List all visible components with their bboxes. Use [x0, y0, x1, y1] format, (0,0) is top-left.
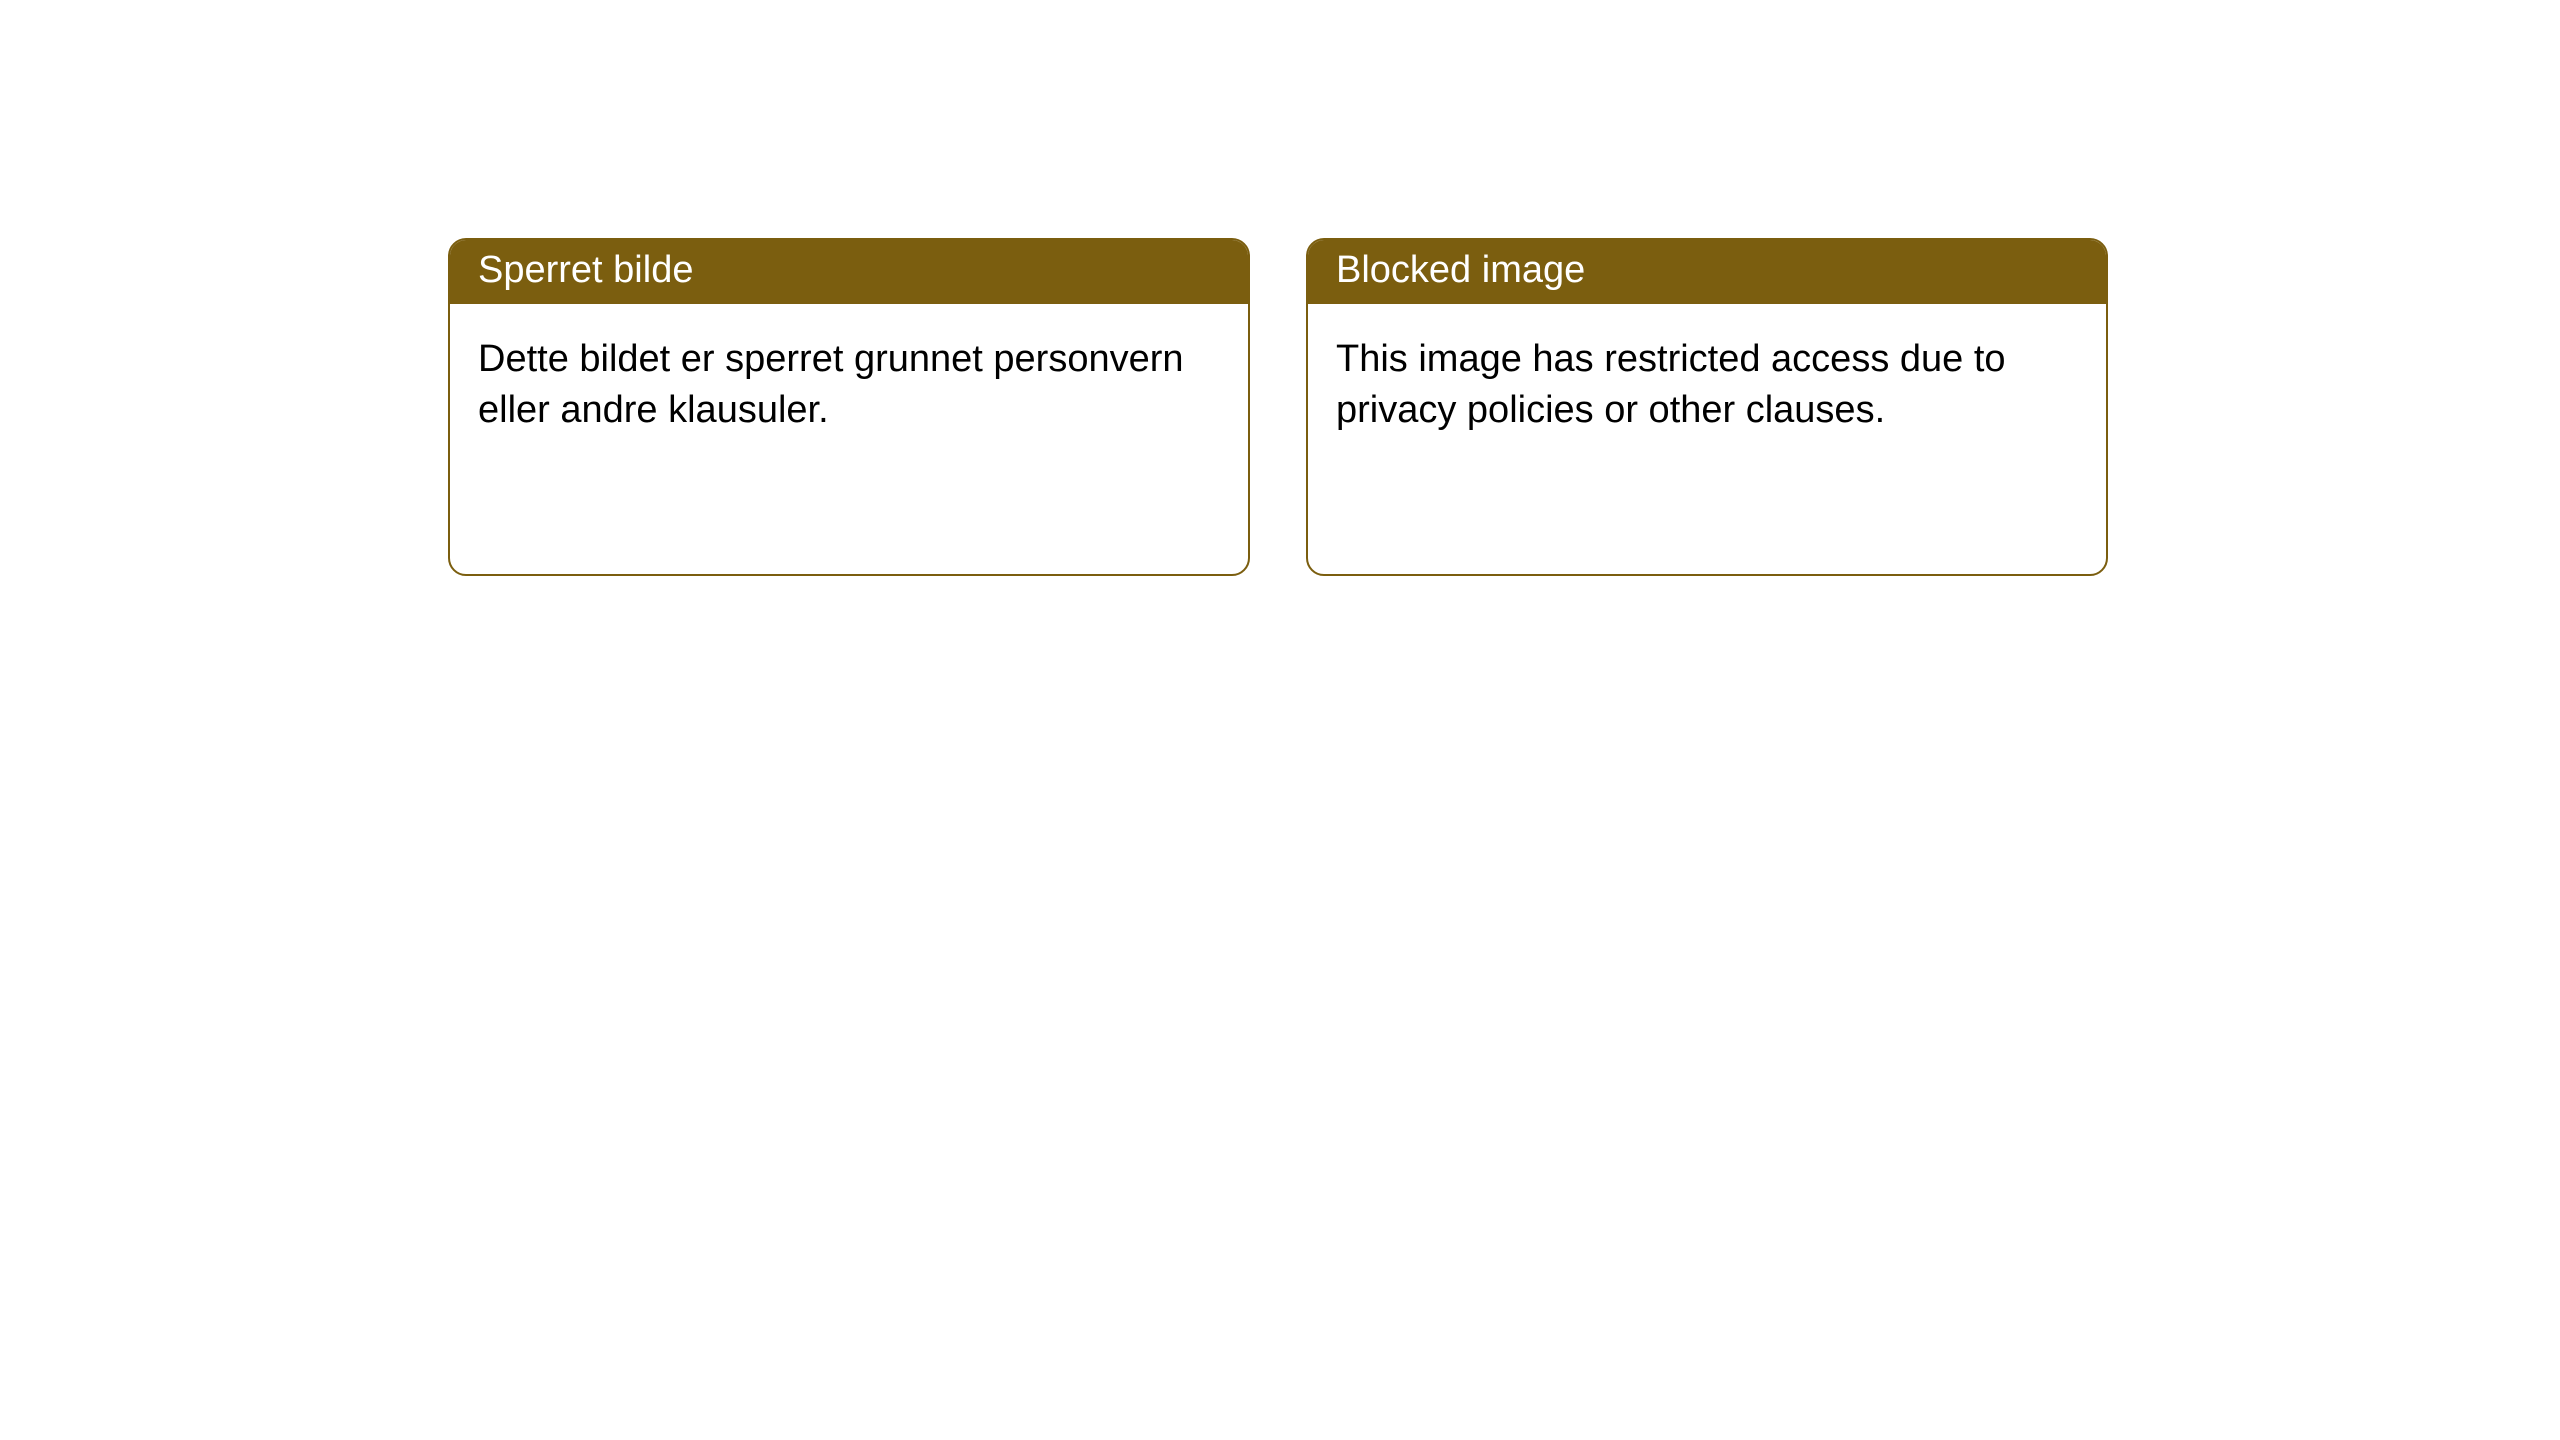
card-title: Sperret bilde: [450, 240, 1248, 304]
card-title: Blocked image: [1308, 240, 2106, 304]
card-body: Dette bildet er sperret grunnet personve…: [450, 304, 1248, 467]
card-body: This image has restricted access due to …: [1308, 304, 2106, 467]
cards-container: Sperret bilde Dette bildet er sperret gr…: [0, 0, 2560, 576]
blocked-image-card-english: Blocked image This image has restricted …: [1306, 238, 2108, 576]
blocked-image-card-norwegian: Sperret bilde Dette bildet er sperret gr…: [448, 238, 1250, 576]
